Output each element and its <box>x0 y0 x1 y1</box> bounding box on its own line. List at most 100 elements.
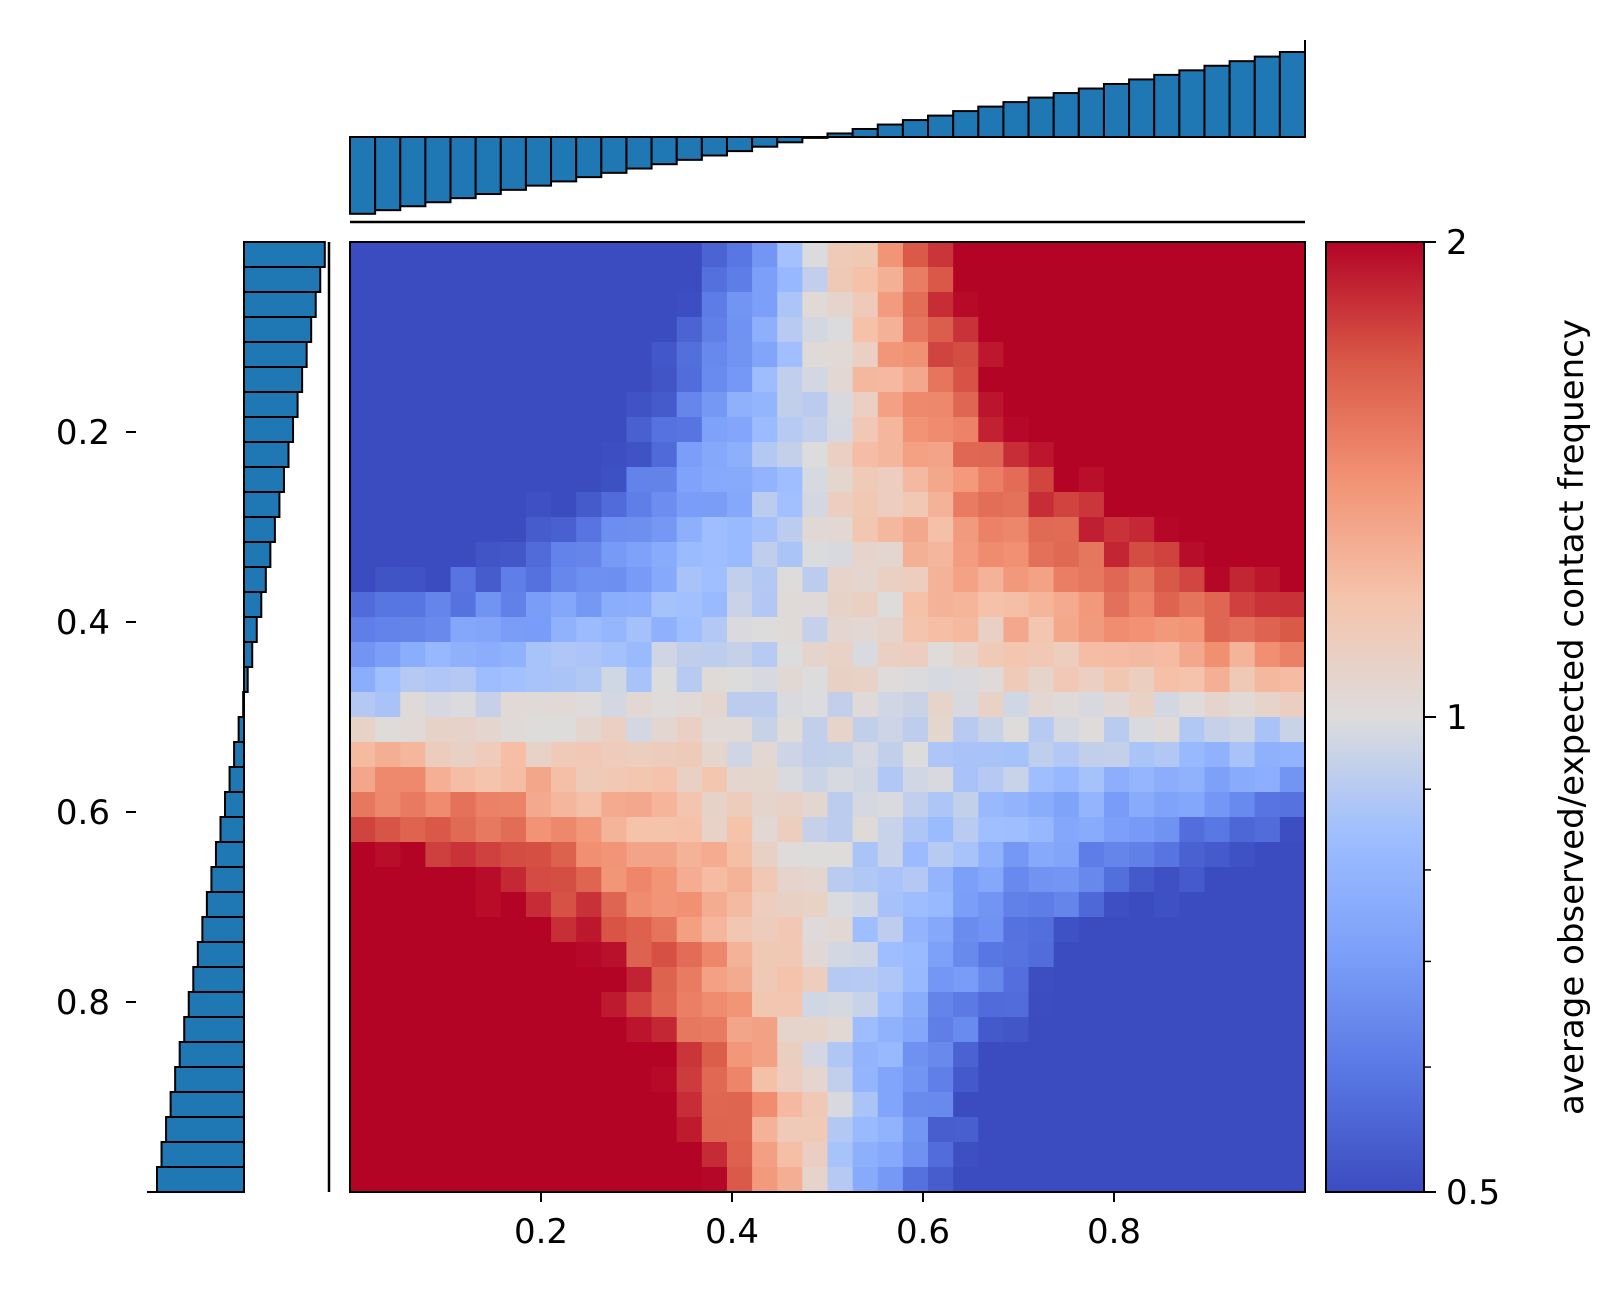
heatmap-cell <box>551 1142 577 1168</box>
heatmap-cell <box>626 667 653 693</box>
left-marginal-bar <box>242 691 246 718</box>
heatmap-cell <box>1103 317 1130 343</box>
heatmap-cell <box>1154 567 1180 593</box>
heatmap-cell <box>676 1017 703 1043</box>
heatmap-cell <box>676 367 703 393</box>
heatmap-cell <box>1028 1042 1055 1068</box>
heatmap-cell <box>877 667 904 693</box>
heatmap-cell <box>777 492 803 518</box>
heatmap-cell <box>651 467 678 493</box>
heatmap-cell <box>701 342 728 368</box>
heatmap-cell <box>1279 817 1306 843</box>
heatmap-cell <box>852 417 879 443</box>
heatmap-cell <box>425 1042 452 1068</box>
x-axis: 0.2 0.4 0.6 0.8 <box>514 1192 1141 1252</box>
heatmap-cell <box>701 642 728 668</box>
heatmap-cell <box>802 367 829 393</box>
heatmap-cell <box>576 392 602 418</box>
heatmap-cell <box>626 467 653 493</box>
heatmap-cell <box>777 1167 803 1193</box>
heatmap-cell <box>701 267 728 293</box>
heatmap-cell <box>827 592 854 618</box>
heatmap-cell <box>1129 817 1155 843</box>
heatmap-cell <box>1028 1017 1055 1043</box>
heatmap-cell <box>1103 292 1130 318</box>
heatmap-cell <box>953 917 979 943</box>
heatmap-cell <box>928 492 954 518</box>
left-marginal-bar <box>243 566 267 593</box>
heatmap-cell <box>802 642 829 668</box>
heatmap-cell <box>701 892 728 918</box>
heatmap-cell <box>902 367 929 393</box>
left-marginal-bar <box>210 866 245 893</box>
heatmap-cell <box>576 1042 602 1068</box>
heatmap-cell <box>1129 667 1155 693</box>
heatmap-cell <box>726 567 753 593</box>
heatmap-cell <box>1028 467 1055 493</box>
heatmap-cell <box>551 742 577 768</box>
heatmap-cell <box>701 467 728 493</box>
heatmap-cell <box>425 542 452 568</box>
heatmap-cell <box>500 1067 527 1093</box>
heatmap-cell <box>375 1142 401 1168</box>
heatmap-cell <box>551 817 577 843</box>
heatmap-cell <box>1254 242 1281 268</box>
heatmap-cell <box>1254 842 1281 868</box>
heatmap-cell <box>752 1167 778 1193</box>
heatmap-cell <box>1078 867 1105 893</box>
heatmap-cell <box>1103 792 1130 818</box>
heatmap-cell <box>953 667 979 693</box>
heatmap-cell <box>953 967 979 993</box>
heatmap-cell <box>525 767 552 793</box>
heatmap-cell <box>400 1142 426 1168</box>
heatmap-cell <box>752 467 778 493</box>
heatmap-cell <box>1229 992 1256 1018</box>
heatmap-cell <box>1053 842 1080 868</box>
heatmap-cell <box>827 692 854 718</box>
colorbar-label: average observed/expected contact freque… <box>1552 319 1592 1115</box>
heatmap-cell <box>475 417 502 443</box>
heatmap-cell <box>877 442 904 468</box>
heatmap-cell <box>350 1117 376 1143</box>
heatmap-cell <box>601 1142 628 1168</box>
heatmap-cell <box>1078 517 1105 543</box>
heatmap-cell <box>752 1117 778 1143</box>
heatmap-cell <box>375 317 401 343</box>
heatmap-cell <box>953 367 979 393</box>
heatmap-cell <box>1229 767 1256 793</box>
heatmap-cell <box>701 942 728 968</box>
heatmap-cell <box>676 667 703 693</box>
heatmap-cell <box>1179 517 1206 543</box>
heatmap-cell <box>1053 1042 1080 1068</box>
heatmap-cells <box>350 242 1306 1193</box>
heatmap-cell <box>676 717 703 743</box>
heatmap-cell <box>1028 942 1055 968</box>
heatmap-cell <box>576 1142 602 1168</box>
heatmap-cell <box>1103 942 1130 968</box>
heatmap-cell <box>500 1042 527 1068</box>
top-marginal-bar <box>1253 55 1281 139</box>
heatmap-cell <box>500 917 527 943</box>
heatmap-cell <box>676 267 703 293</box>
heatmap-cell <box>1179 867 1206 893</box>
heatmap-cell <box>551 517 577 543</box>
heatmap-cell <box>676 767 703 793</box>
heatmap-cell <box>877 417 904 443</box>
heatmap-cell <box>701 292 728 318</box>
heatmap-cell <box>626 1167 653 1193</box>
top-marginal-bar <box>625 136 653 170</box>
left-marginal-bar <box>169 1091 246 1118</box>
heatmap-cell <box>953 742 979 768</box>
heatmap-cell <box>475 1117 502 1143</box>
heatmap-cell <box>953 842 979 868</box>
heatmap-cell <box>802 942 829 968</box>
heatmap-cell <box>752 492 778 518</box>
heatmap-cell <box>827 867 854 893</box>
heatmap-cell <box>978 392 1005 418</box>
heatmap-cell <box>1103 1017 1130 1043</box>
heatmap-cell <box>1003 1042 1030 1068</box>
heatmap-cell <box>978 442 1005 468</box>
heatmap-cell <box>1028 892 1055 918</box>
heatmap-cell <box>551 892 577 918</box>
left-marginal-bar <box>187 991 246 1018</box>
